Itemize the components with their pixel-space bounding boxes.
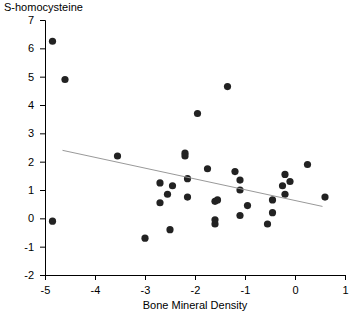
trend-line (63, 150, 323, 206)
point (61, 76, 68, 83)
x-axis-line (46, 276, 346, 281)
point (114, 152, 121, 159)
point (264, 220, 271, 227)
point (304, 161, 311, 168)
y-tick-label: -2 (24, 269, 34, 281)
x-tick-label: -5 (41, 284, 51, 296)
y-tick-label: 1 (28, 184, 34, 196)
y-tick-mark (40, 105, 45, 106)
y-tick-label: 4 (28, 99, 34, 111)
point (49, 38, 56, 45)
y-tick-mark (40, 162, 45, 163)
x-axis: -5 -4 -3 -2 -1 0 1 (41, 275, 349, 296)
y-tick-mark (40, 247, 45, 248)
point (281, 191, 288, 198)
point (231, 168, 238, 175)
x-tick-label: 1 (342, 284, 348, 296)
point (224, 83, 231, 90)
y-axis: -2 -1 0 1 2 3 4 5 6 7 (24, 14, 45, 281)
y-tick: 5 (28, 71, 45, 83)
point (141, 235, 148, 242)
y-tick-label: 3 (28, 127, 34, 139)
x-tick-label: -4 (91, 284, 101, 296)
y-tick-label: 2 (28, 156, 34, 168)
x-tick-mark (345, 275, 346, 280)
y-tick-mark (40, 77, 45, 78)
point (236, 212, 243, 219)
x-tick: -3 (141, 275, 151, 296)
point (166, 226, 173, 233)
y-tick: 2 (28, 156, 45, 168)
x-tick-mark (245, 275, 246, 280)
y-tick-mark (40, 218, 45, 219)
point (214, 196, 221, 203)
point (211, 216, 218, 223)
x-tick: -2 (191, 275, 201, 296)
y-tick-mark (40, 275, 45, 276)
y-tick-mark (40, 133, 45, 134)
y-tick-label: 5 (28, 71, 34, 83)
point (164, 191, 171, 198)
point (269, 209, 276, 216)
x-tick-mark (145, 275, 146, 280)
y-tick: -2 (24, 269, 45, 281)
y-tick-mark (40, 48, 45, 49)
y-tick-label: -1 (24, 241, 34, 253)
y-tick-label: 6 (28, 42, 34, 54)
point (236, 186, 243, 193)
y-tick: 6 (28, 42, 45, 54)
x-axis-title: Bone Mineral Density (143, 299, 248, 311)
point (321, 193, 328, 200)
y-tick: 0 (28, 212, 45, 224)
data-marks (49, 38, 329, 242)
point (181, 152, 188, 159)
y-axis-line (40, 21, 46, 276)
point (184, 175, 191, 182)
x-tick-label: 0 (292, 284, 298, 296)
point (49, 218, 56, 225)
x-tick: -4 (91, 275, 101, 296)
point (156, 179, 163, 186)
x-tick: 1 (342, 275, 348, 296)
point (156, 199, 163, 206)
x-tick-label: -1 (241, 284, 251, 296)
point (204, 165, 211, 172)
y-tick: 1 (28, 184, 45, 196)
point (244, 202, 251, 209)
x-tick-mark (95, 275, 96, 280)
y-tick: 7 (28, 14, 45, 26)
x-tick-label: -3 (141, 284, 151, 296)
x-tick-label: -2 (191, 284, 201, 296)
point (286, 178, 293, 185)
point (236, 176, 243, 183)
point (194, 110, 201, 117)
point (169, 182, 176, 189)
x-tick-mark (295, 275, 296, 280)
y-tick-mark (40, 20, 45, 21)
point (281, 171, 288, 178)
chart: -5 -4 -3 -2 -1 0 1 -2 -1 0 1 2 3 4 5 6 7S-homocysteine Bo… (0, 0, 358, 314)
y-tick-label: 0 (28, 212, 34, 224)
y-tick-mark (40, 190, 45, 191)
x-tick: 0 (292, 275, 298, 296)
y-tick-label: 7 (28, 14, 34, 26)
x-tick-mark (195, 275, 196, 280)
y-tick: 3 (28, 127, 45, 139)
point (269, 196, 276, 203)
y-axis-title: S-homocysteine (4, 1, 83, 13)
y-tick: -1 (24, 241, 45, 253)
y-tick: 4 (28, 99, 45, 111)
point (279, 182, 286, 189)
point (184, 193, 191, 200)
plot-area: -5 -4 -3 -2 -1 0 1 -2 -1 0 1 2 3 4 5 6 7 (24, 14, 348, 296)
x-tick: -1 (241, 275, 251, 296)
x-tick: -5 (41, 275, 51, 296)
